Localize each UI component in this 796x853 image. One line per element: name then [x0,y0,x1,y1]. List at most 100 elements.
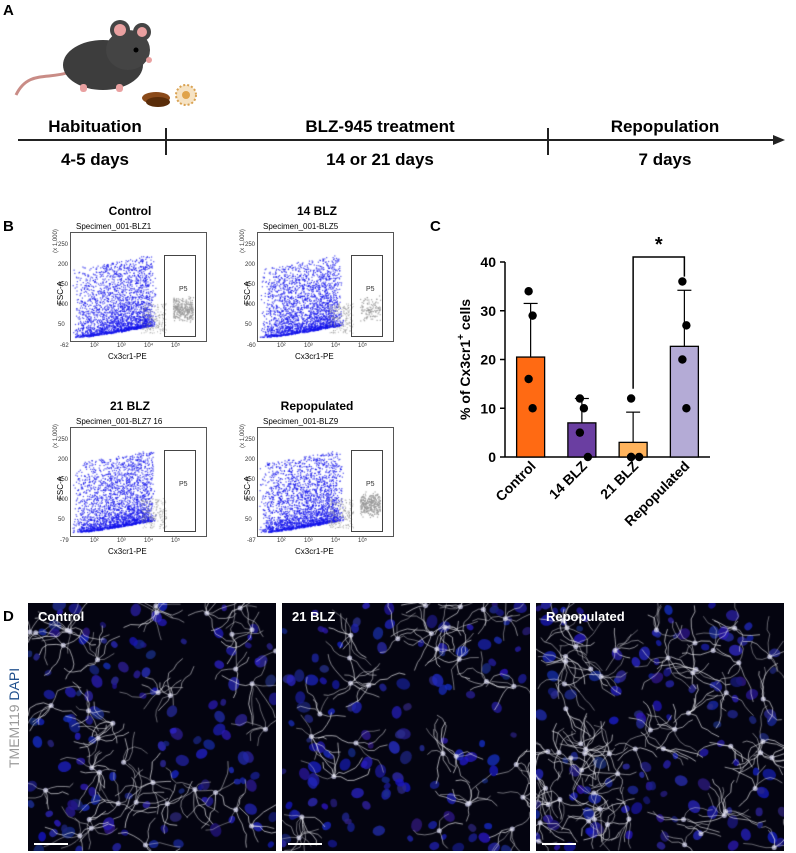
y-tick-label: 30 [480,303,496,319]
data-point [682,404,691,413]
panel-b-letter: B [3,218,14,235]
x-tick-label: 21 BLZ [597,457,642,502]
flow-x-tick: 10⁵ [358,343,368,349]
flow-x-tick: 10⁴ [331,538,341,544]
flow-y-tick: 250 [58,242,69,248]
flow-gate-p5: P5 [351,255,383,337]
flow-x-label: Cx3cr1-PE [108,547,147,556]
y-tick-label: 0 [488,449,496,465]
x-tick-label: 14 BLZ [546,457,591,502]
flow-y-tick: 250 [245,242,256,248]
data-point [575,394,585,403]
data-point [524,374,533,384]
data-point [524,287,533,296]
bar-chart: 0 10 20 30 40 % of Cx3cr1+ cells Control 14 BLZ… [456,234,710,529]
flow-y-tick: 200 [58,457,69,463]
flow-y-tick: 100 [58,302,69,308]
flow-y-tick: 200 [58,262,69,268]
flow-scatter-points [71,428,206,536]
flow-plot-title: 14 BLZ [296,204,337,218]
flow-x-tick: 10⁵ [358,538,368,544]
flow-y-tick: 250 [245,437,256,443]
gate-label: P5 [179,481,188,488]
data-point [528,311,537,320]
y-tick-label: 10 [480,400,496,416]
flow-x-label: Cx3cr1-PE [295,352,334,361]
panel-a-letter: A [3,2,14,19]
panel-d-letter: D [3,608,14,625]
micrograph-21blz: 21 BLZ [282,603,530,851]
phase-repopulation-duration: 7 days [638,150,692,169]
flow-plot-specimen: Specimen_001-BLZ1 [76,222,152,231]
micrograph-21blz-label: 21 BLZ [292,609,336,624]
flow-plot-title: Repopulated [280,399,354,413]
flow-plot-specimen: Specimen_001-BLZ7 16 [76,417,163,426]
flow-x-tick: 10⁴ [331,343,341,349]
phase-treatment-name: BLZ-945 treatment [305,117,455,136]
data-point [634,452,644,462]
flow-x-tick: 10⁴ [144,343,154,349]
flow-y-tick: 50 [58,517,65,523]
flow-y-tick: 100 [245,497,256,503]
data-point [626,394,636,403]
flow-plot-area [70,427,207,537]
micrograph-control-image [28,603,276,851]
y-axis-label-suffix: cells [457,299,473,334]
flow-x-min: -79 [60,538,69,544]
flow-y-tick: 150 [58,477,69,483]
flow-y-unit: (x 1,000) [52,229,59,253]
flow-gate-p5: P5 [164,255,196,337]
micrograph-control-label: Control [38,609,85,624]
significance-bracket [632,256,686,389]
flow-x-label: Cx3cr1-PE [108,352,147,361]
flow-plot-area [257,232,394,342]
stain-label: TMEM119 DAPI [6,648,22,768]
scale-bar [288,843,322,845]
flow-x-tick: 10³ [117,538,126,544]
data-point [678,277,687,286]
y-tick-label: 40 [480,254,496,270]
flow-gate-p5: P5 [351,450,383,532]
flow-x-tick: 10³ [117,343,126,349]
flow-x-min: -87 [247,538,256,544]
flow-x-tick: 10² [90,343,99,349]
flow-x-tick: 10² [277,343,286,349]
flow-y-unit: (x 1,000) [52,424,59,448]
flow-plot-area [70,232,207,342]
flow-y-tick: 100 [58,497,69,503]
data-point [682,321,691,330]
flow-x-min: -60 [247,343,256,349]
bar [567,422,597,458]
flow-plot-area [257,427,394,537]
data-point [528,404,537,413]
phase-repopulation-name: Repopulation [610,117,720,136]
flow-y-tick: 200 [245,262,256,268]
flow-x-tick: 10⁵ [171,343,181,349]
flow-y-unit: (x 1,000) [239,229,246,253]
y-axis-label: % of Cx3cr1+ cells [456,299,473,420]
flow-plot-title: 21 BLZ [109,399,150,413]
significance-star: * [655,234,663,256]
gate-label: P5 [179,286,188,293]
flow-y-tick: 150 [58,282,69,288]
flow-y-tick: 100 [245,302,256,308]
flow-y-tick: 150 [245,282,256,288]
scale-bar [542,843,576,845]
flow-y-tick: 50 [58,322,65,328]
flow-x-label: Cx3cr1-PE [295,547,334,556]
flow-plot-title: Control [108,204,152,218]
micrograph-repopulated-label: Repopulated [546,609,625,624]
flow-y-tick: 50 [245,517,252,523]
flow-y-tick: 150 [245,477,256,483]
gate-label: P5 [366,481,375,488]
flow-x-tick: 10³ [304,343,313,349]
flow-x-tick: 10³ [304,538,313,544]
gate-label: P5 [366,286,375,293]
flow-x-tick: 10⁴ [144,538,154,544]
timeline-arrow [18,128,785,155]
data-point [579,404,589,413]
phase-treatment-duration: 14 or 21 days [326,150,434,169]
micrograph-repopulated-image [536,603,784,851]
flow-plot-specimen: Specimen_001-BLZ5 [263,222,339,231]
flow-y-tick: 50 [245,322,252,328]
